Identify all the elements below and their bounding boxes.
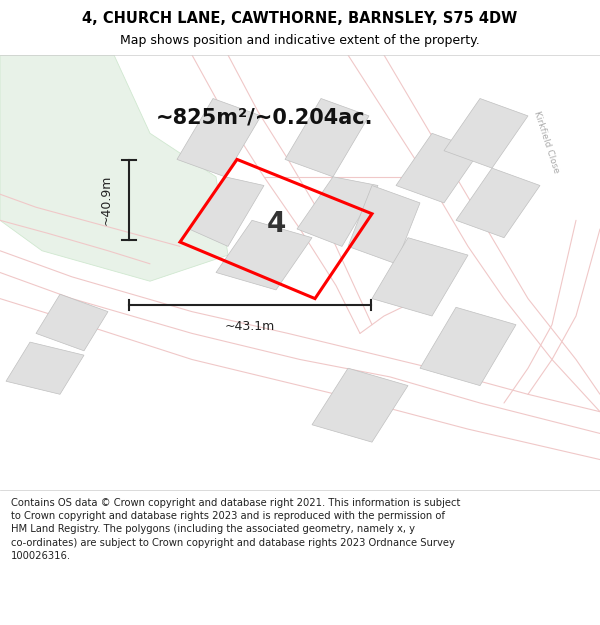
Polygon shape [372, 238, 468, 316]
Polygon shape [396, 133, 480, 203]
Polygon shape [297, 177, 378, 246]
Polygon shape [0, 55, 228, 281]
Polygon shape [36, 294, 108, 351]
Text: 4: 4 [266, 210, 286, 238]
Polygon shape [189, 177, 264, 246]
Polygon shape [177, 99, 261, 177]
Polygon shape [285, 99, 369, 177]
Text: Map shows position and indicative extent of the property.: Map shows position and indicative extent… [120, 34, 480, 47]
Text: Contains OS data © Crown copyright and database right 2021. This information is : Contains OS data © Crown copyright and d… [11, 498, 460, 561]
Text: ~40.9m: ~40.9m [100, 175, 113, 225]
Polygon shape [216, 220, 312, 290]
Text: Kirkfield Close: Kirkfield Close [532, 110, 560, 174]
Polygon shape [312, 368, 408, 442]
Polygon shape [348, 186, 420, 264]
Polygon shape [456, 168, 540, 238]
Polygon shape [444, 99, 528, 168]
Polygon shape [420, 308, 516, 386]
Text: ~825m²/~0.204ac.: ~825m²/~0.204ac. [155, 107, 373, 127]
Text: ~43.1m: ~43.1m [225, 321, 275, 333]
Polygon shape [6, 342, 84, 394]
Text: 4, CHURCH LANE, CAWTHORNE, BARNSLEY, S75 4DW: 4, CHURCH LANE, CAWTHORNE, BARNSLEY, S75… [82, 11, 518, 26]
